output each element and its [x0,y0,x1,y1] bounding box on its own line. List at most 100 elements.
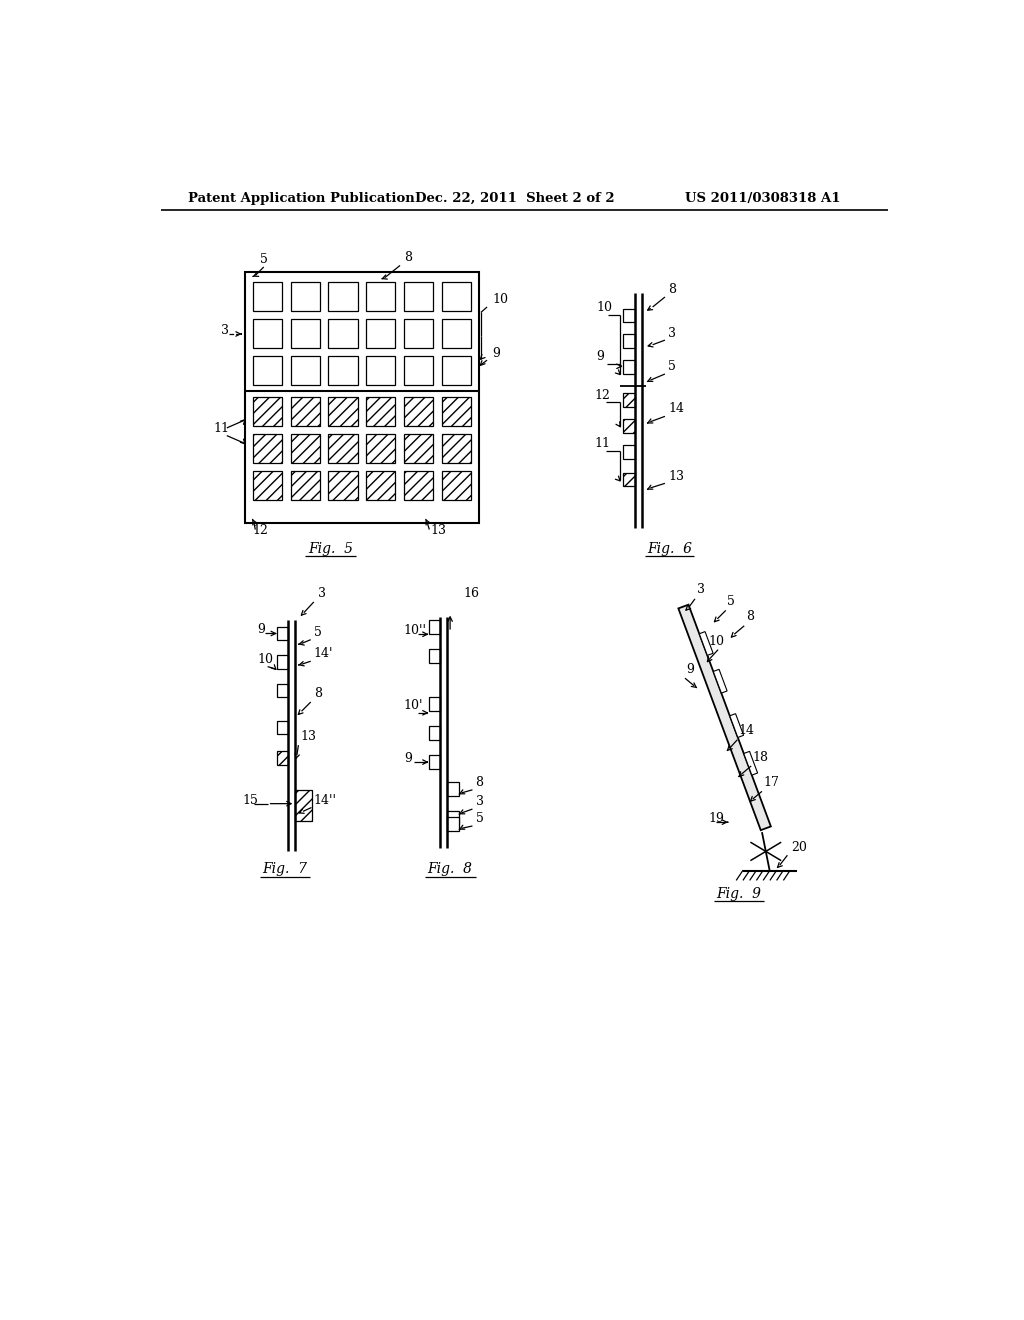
Text: 8: 8 [475,776,483,789]
Text: Fig.  6: Fig. 6 [647,541,692,556]
Text: 5: 5 [668,360,676,374]
Text: 13: 13 [668,470,684,483]
Text: 12: 12 [252,524,268,537]
Bar [447,817,459,830]
Text: 10'': 10'' [403,624,427,638]
Text: 10: 10 [493,293,509,306]
Bar [367,355,395,385]
Bar [403,471,433,500]
Bar [253,434,283,463]
Bar [276,721,289,734]
Text: 11: 11 [214,422,229,434]
Text: 20: 20 [792,841,807,854]
Text: Fig.  7: Fig. 7 [262,862,307,876]
Text: 19: 19 [708,812,724,825]
Bar [441,397,471,426]
Bar [623,334,635,348]
Text: 8: 8 [313,688,322,701]
Bar [623,393,635,407]
Bar [623,360,635,374]
Text: 3: 3 [696,583,705,597]
Text: 18: 18 [753,751,769,763]
Bar [403,281,433,312]
Text: 16: 16 [463,587,479,601]
Bar [403,397,433,426]
Text: 15: 15 [243,793,258,807]
Text: 9: 9 [686,663,694,676]
Bar [367,471,395,500]
Bar [245,272,479,523]
Bar [253,281,283,312]
Bar [291,281,319,312]
Text: 3: 3 [221,323,229,337]
Bar [367,318,395,348]
Bar [253,355,283,385]
Text: 3: 3 [668,327,676,341]
Text: 12: 12 [594,388,610,401]
Bar [429,649,440,663]
Text: 10': 10' [403,700,423,711]
Bar [329,281,357,312]
Text: 5: 5 [260,253,268,267]
Bar [276,655,289,669]
Bar [276,751,289,766]
Polygon shape [699,631,713,656]
Text: 8: 8 [403,251,412,264]
Bar [623,309,635,322]
Polygon shape [743,751,758,775]
Bar [403,434,433,463]
Text: 10: 10 [708,635,724,648]
Bar [447,781,459,796]
Bar [329,397,357,426]
Text: 14'': 14'' [313,793,337,807]
Bar [276,684,289,697]
Polygon shape [714,669,727,693]
Text: 13: 13 [300,730,316,743]
Bar [291,471,319,500]
Text: 9: 9 [596,350,604,363]
Bar [623,445,635,459]
Bar [291,397,319,426]
Text: Fig.  5: Fig. 5 [308,541,353,556]
Bar [253,318,283,348]
Text: 10: 10 [258,653,273,665]
Text: Patent Application Publication: Patent Application Publication [188,191,415,205]
Bar [623,418,635,433]
Bar [329,434,357,463]
Bar [623,473,635,487]
Bar [295,789,312,821]
Text: Dec. 22, 2011  Sheet 2 of 2: Dec. 22, 2011 Sheet 2 of 2 [416,191,615,205]
Bar [441,471,471,500]
Bar [403,318,433,348]
Bar [329,471,357,500]
Bar [291,434,319,463]
Text: US 2011/0308318 A1: US 2011/0308318 A1 [685,191,841,205]
Bar [329,355,357,385]
Text: 14: 14 [668,403,684,416]
Bar [329,318,357,348]
Bar [253,397,283,426]
Polygon shape [678,605,771,830]
Text: 9: 9 [493,347,501,360]
Bar [429,755,440,770]
Text: 3: 3 [475,795,483,808]
Text: 9: 9 [403,752,412,766]
Polygon shape [730,714,743,738]
Text: 5: 5 [313,626,322,639]
Bar [441,434,471,463]
Text: 10: 10 [596,301,612,314]
Bar [429,620,440,635]
Bar [291,355,319,385]
Bar [429,726,440,739]
Text: 14: 14 [739,725,755,738]
Text: 9: 9 [258,623,265,636]
Text: 3: 3 [317,587,326,601]
Bar [447,810,459,825]
Bar [441,318,471,348]
Bar [367,434,395,463]
Text: Fig.  8: Fig. 8 [428,862,473,876]
Bar [253,471,283,500]
Bar [276,627,289,640]
Bar [441,355,471,385]
Bar [367,281,395,312]
